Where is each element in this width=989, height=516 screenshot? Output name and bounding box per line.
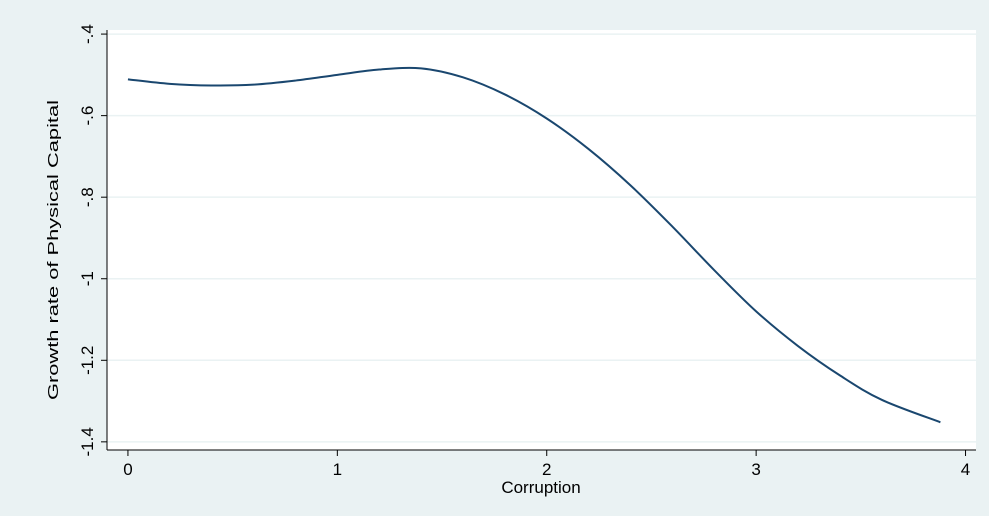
x-tick-label: 2 — [542, 460, 551, 479]
x-axis-label: Corruption — [501, 478, 580, 497]
y-tick-label: -1.4 — [78, 427, 97, 456]
x-axis-ticks: 0 1 2 3 4 — [123, 450, 970, 479]
plot-area — [107, 30, 976, 450]
y-tick-label: -.8 — [78, 187, 97, 207]
x-tick-label: 1 — [333, 460, 342, 479]
y-tick-label: -.4 — [78, 24, 97, 44]
x-tick-label: 3 — [751, 460, 760, 479]
y-axis-ticks: -.4 -.6 -.8 -1 -1.2 -1.4 — [78, 24, 107, 456]
x-tick-label: 4 — [961, 460, 970, 479]
y-tick-label: -.6 — [78, 106, 97, 126]
y-axis-label: Growth rate of Physical Capital — [45, 100, 62, 400]
y-tick-label: -1 — [78, 271, 97, 286]
y-tick-label: -1.2 — [78, 346, 97, 375]
gridlines — [107, 33, 976, 443]
series-line — [127, 66, 941, 424]
series-group — [127, 66, 941, 424]
x-tick-label: 0 — [123, 460, 132, 479]
